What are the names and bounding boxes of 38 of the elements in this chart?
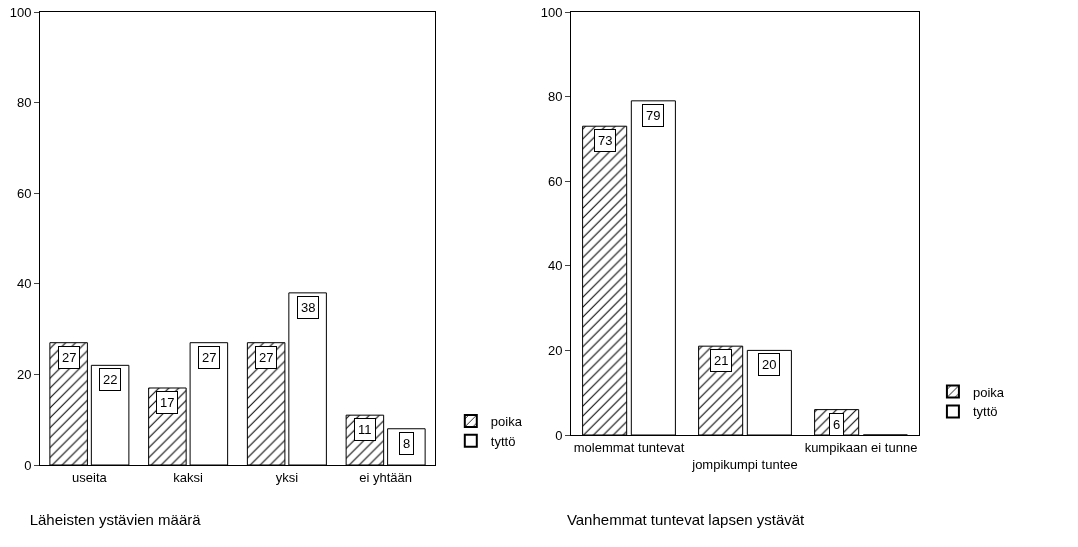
- x-tick-label: jompikumpi tuntee: [691, 456, 798, 472]
- text: Vanhemmat tuntevat lapsen ystävät: [566, 511, 806, 529]
- x-tick-label: kumpikaan ei tunne: [804, 439, 918, 455]
- x-tick-label: molemmat tuntevat: [573, 439, 685, 455]
- data-label: 27: [62, 350, 77, 365]
- data-label: 73: [598, 133, 613, 148]
- text: poika: [490, 413, 523, 429]
- y-tick-label: 80: [16, 95, 32, 111]
- y-tick-label: 40: [547, 258, 563, 274]
- legend-label: tyttö: [972, 404, 998, 420]
- x-tick-label: useita: [72, 469, 108, 485]
- data-label: 27: [202, 350, 217, 365]
- text: poika: [972, 384, 1005, 400]
- data-label: 38: [301, 300, 316, 315]
- y-tick-label: 60: [547, 173, 563, 189]
- y-tick-label: 0: [24, 457, 32, 473]
- y-tick-label: 40: [16, 276, 32, 292]
- x-tick-label: ei yhtään: [359, 469, 413, 485]
- y-tick-label: 60: [16, 185, 32, 201]
- y-tick-label: 20: [16, 366, 32, 382]
- y-tick-label: 100: [540, 4, 563, 20]
- data-label: 27: [259, 350, 274, 365]
- data-label: 17: [160, 395, 175, 410]
- x-tick-label: yksi: [275, 469, 299, 485]
- data-label: 79: [646, 108, 661, 123]
- data-label: 6: [833, 417, 841, 432]
- y-tick-label: 100: [9, 4, 32, 20]
- legend-label: tyttö: [490, 433, 516, 449]
- x-tick-label: kaksi: [173, 469, 204, 485]
- data-label: 21: [714, 353, 729, 368]
- y-tick-label: 0: [555, 427, 563, 443]
- data-label: 11: [358, 422, 372, 437]
- y-tick-label: 20: [547, 342, 563, 358]
- data-label: 8: [403, 436, 411, 451]
- text: Läheisten ystävien määrä: [29, 511, 202, 529]
- y-tick-label: 80: [547, 89, 563, 105]
- data-label: 20: [762, 357, 777, 372]
- data-label: 22: [103, 372, 118, 387]
